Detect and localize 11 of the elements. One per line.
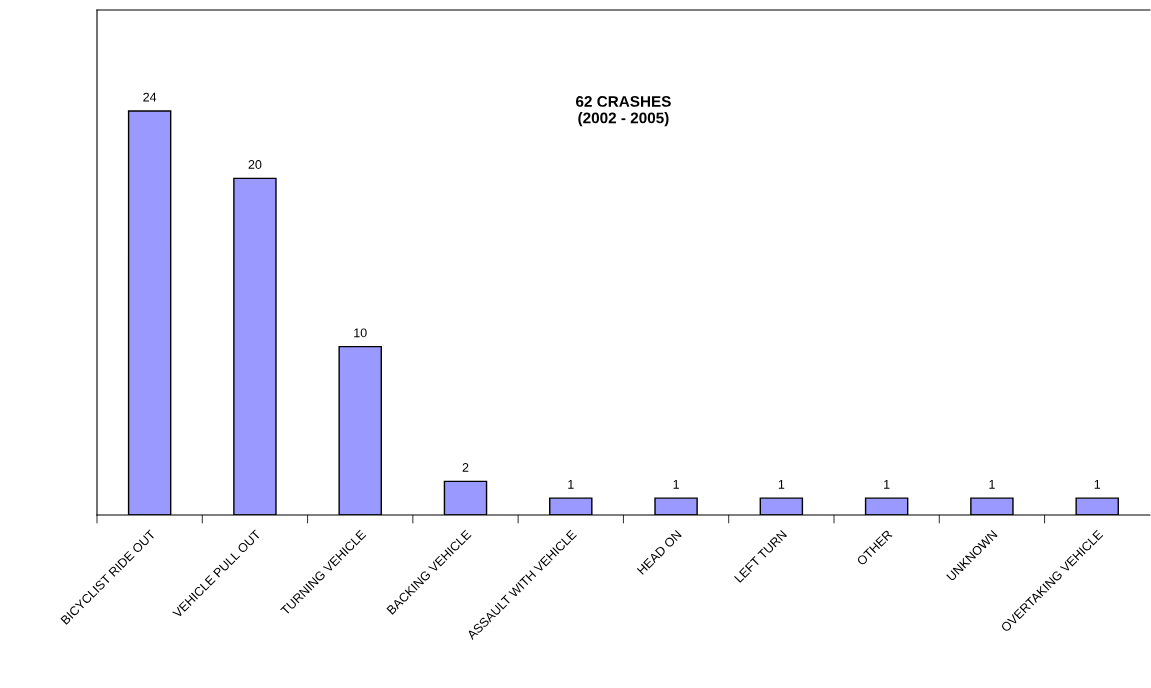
- data-label: 1: [989, 480, 995, 489]
- data-label: 1: [778, 480, 785, 489]
- data-label: 10: [354, 328, 367, 338]
- text: 62 CRASHES (2002 - 2005): [576, 96, 671, 127]
- data-label: 1: [1094, 480, 1101, 489]
- data-label: 24: [143, 92, 157, 102]
- data-label: 1: [568, 480, 574, 489]
- data-label: 2: [462, 463, 469, 472]
- data-label: 1: [884, 480, 890, 489]
- data-label: 1: [673, 480, 679, 489]
- data-label: 20: [248, 160, 262, 169]
